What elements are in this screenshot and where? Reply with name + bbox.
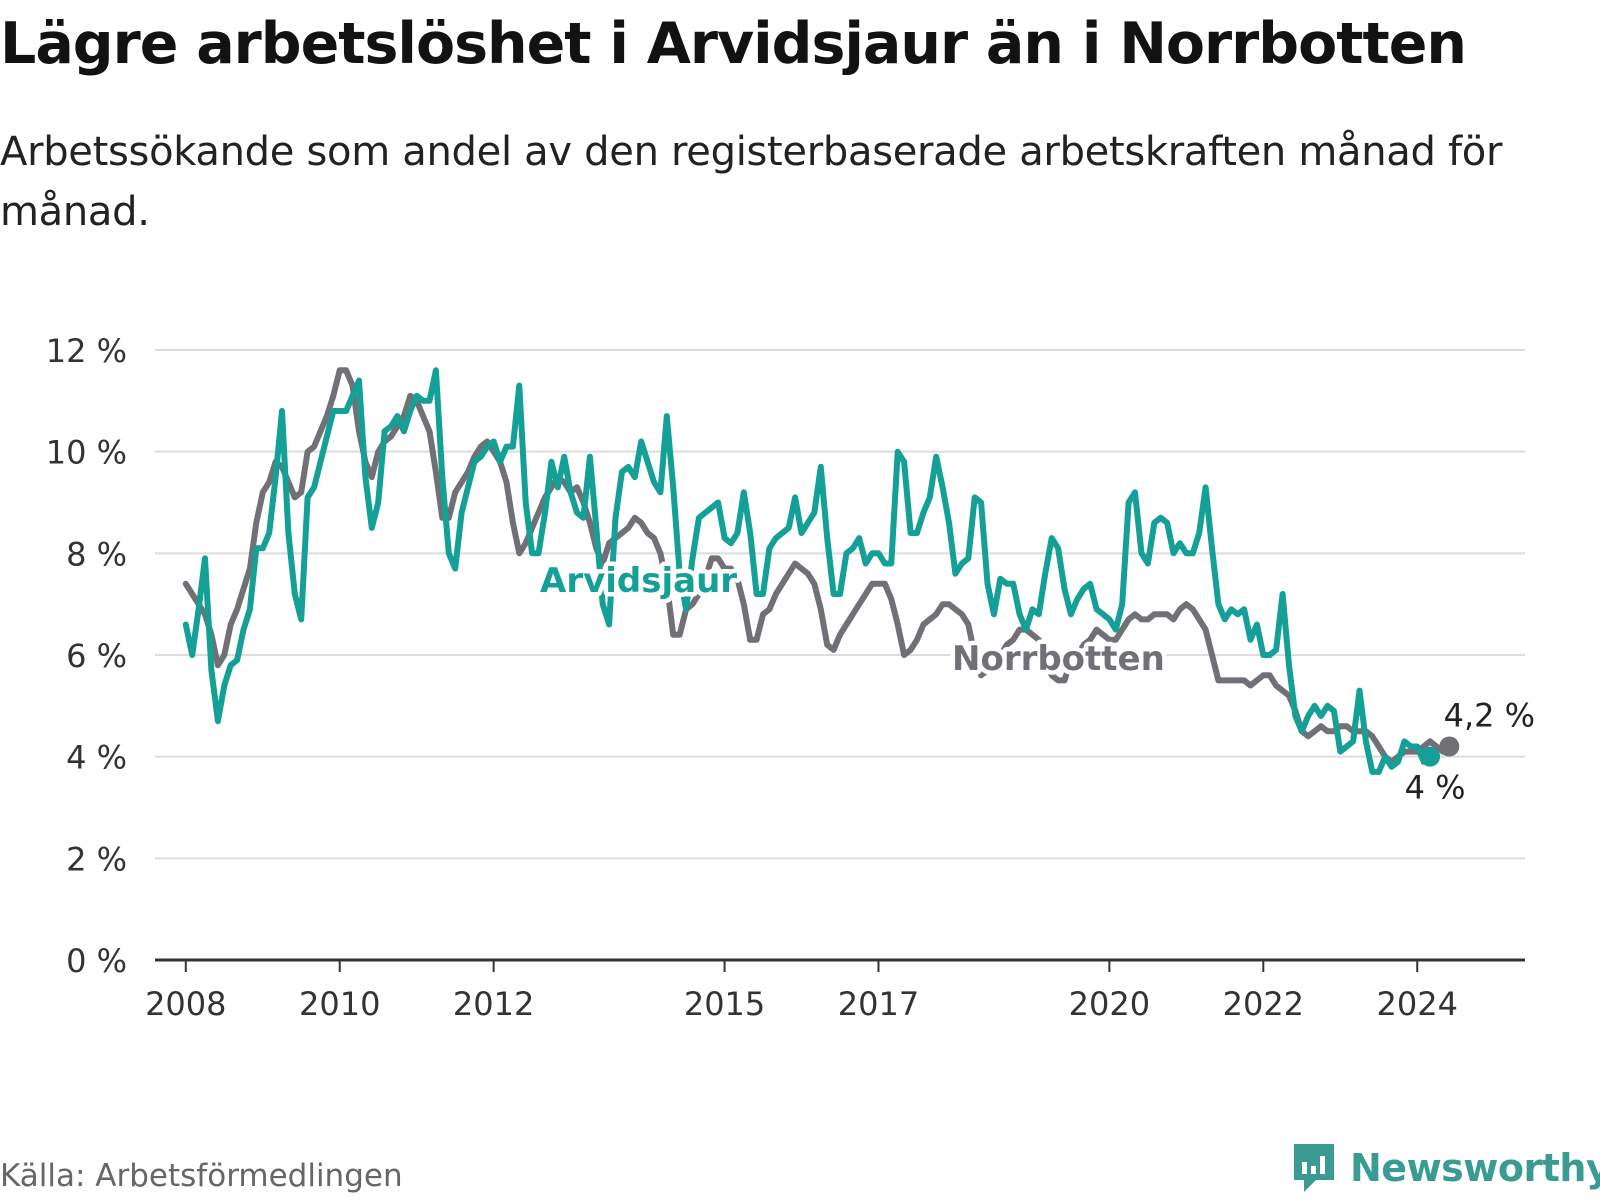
x-tick-label: 2017 [838,985,919,1023]
norrbotten-end-label: 4,2 %4,2 % [1439,692,1539,739]
x-tick-label: 2012 [453,985,534,1023]
brand-name: Newsworthy [1350,1146,1600,1190]
norrbotten-line [182,367,1453,765]
y-tick-label: 2 % [66,840,127,878]
svg-text:4 %: 4 % [1405,769,1466,807]
svg-text:Arvidsjaur: Arvidsjaur [540,561,737,601]
arvidsjaur-end-point [1420,746,1441,767]
svg-text:4,2 %: 4,2 % [1444,697,1535,735]
y-tick-label: 6 % [66,637,127,675]
chart-title: Lägre arbetslöshet i Arvidsjaur än i Nor… [0,11,1467,77]
y-axis-ticks: 0 % 2 % 4 % 6 % 8 % 10 % 12 % [46,332,127,980]
norrbotten-end-point [1439,736,1460,757]
svg-text:Norrbotten: Norrbotten [952,639,1165,679]
series-lines [182,367,1460,775]
source-note: Källa: Arbetsförmedlingen [0,1158,403,1194]
newsworthy-icon [1294,1144,1334,1192]
line-chart: 0 % 2 % 4 % 6 % 8 % 10 % 12 % 2008 2010 2012 2015… [45,332,1540,1023]
y-tick-label: 12 % [46,332,127,370]
x-tick-label: 2010 [299,985,380,1023]
x-axis-ticks: 2008 2010 2012 2015 2017 2020 2022 2024 [145,960,1458,1023]
svg-text:Norrbotten: Norrbotten [952,639,1165,679]
arvidsjaur-line [182,367,1434,775]
svg-text:Arvidsjaur: Arvidsjaur [540,561,737,601]
x-tick-label: 2020 [1069,985,1150,1023]
x-tick-label: 2015 [684,985,765,1023]
x-tick-label: 2022 [1223,985,1304,1023]
brand-logo: Newsworthy [1290,1140,1600,1196]
y-tick-label: 8 % [66,535,127,573]
y-tick-label: 10 % [46,434,127,472]
arvidsjaur-end-label: 4 %4 % [1400,764,1470,811]
svg-text:4 %: 4 % [1405,769,1466,807]
x-tick-label: 2008 [145,985,226,1023]
chart-subtitle: Arbetssökande som andel av den registerb… [0,129,1503,235]
y-tick-label: 0 % [66,942,127,980]
svg-text:4,2 %: 4,2 % [1444,697,1535,735]
x-tick-label: 2024 [1377,985,1458,1023]
y-tick-label: 4 % [66,739,127,777]
